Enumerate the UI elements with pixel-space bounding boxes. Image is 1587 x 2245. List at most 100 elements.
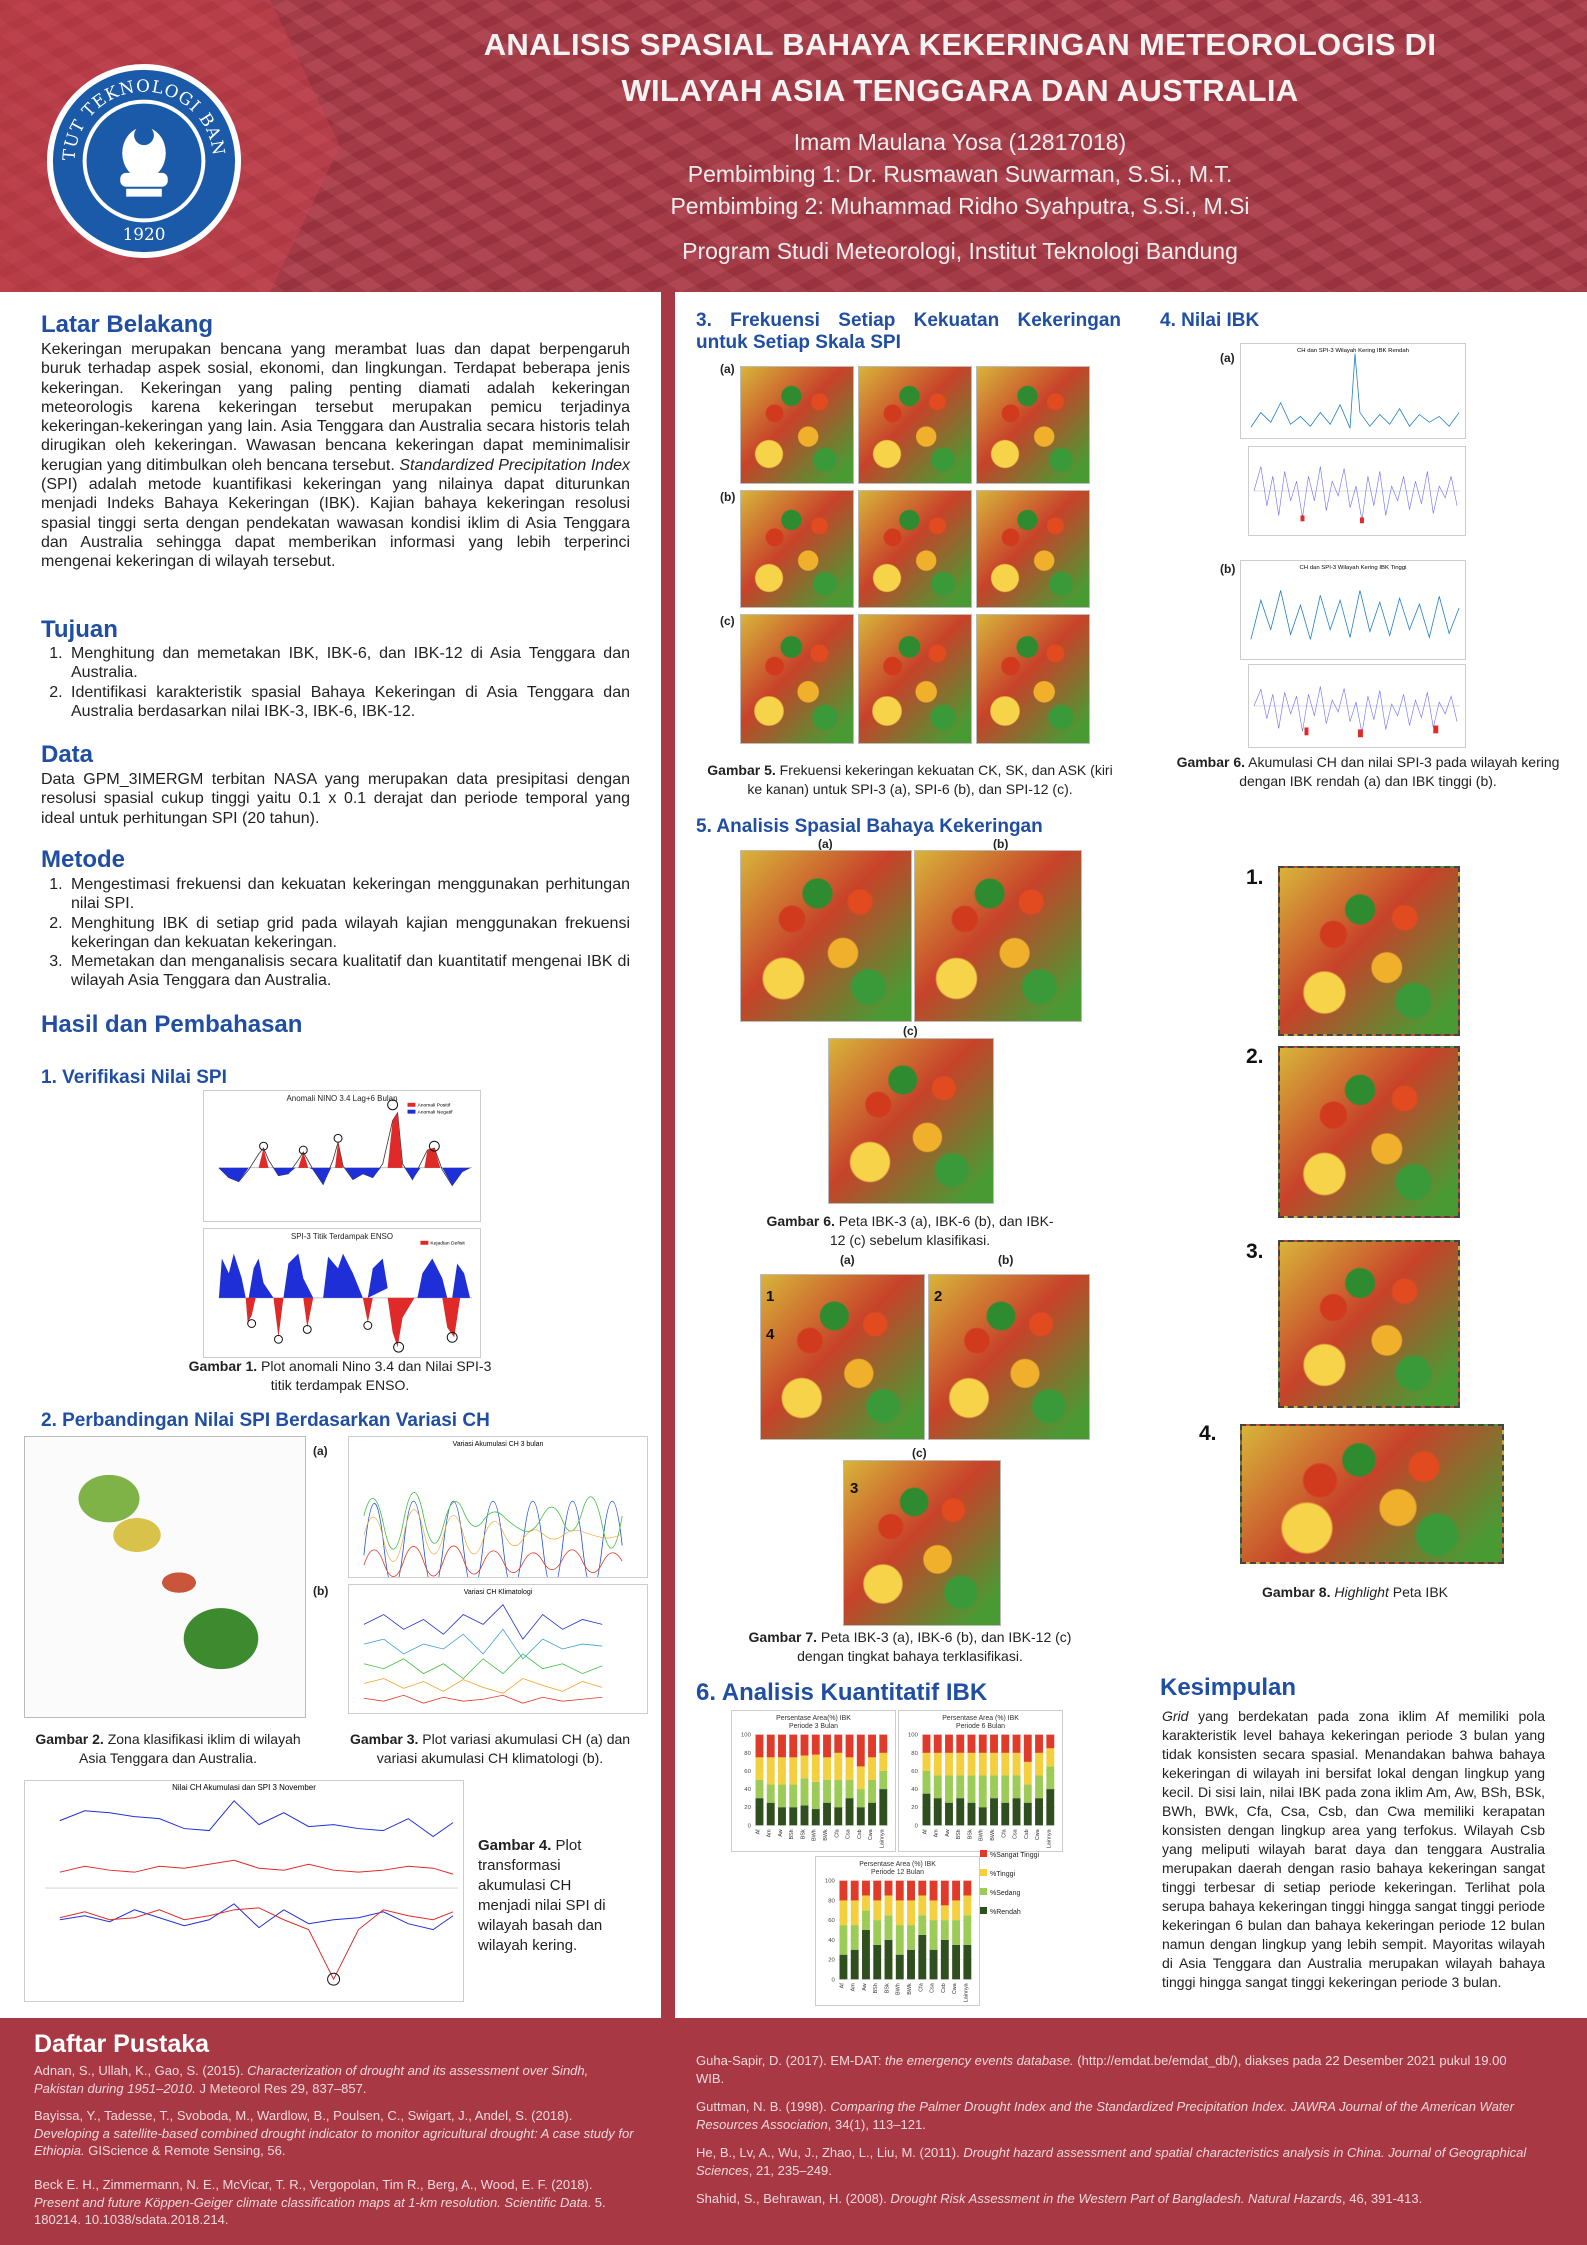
bar-segment	[907, 1949, 915, 1980]
bar-segment	[978, 1775, 987, 1808]
bar-segment	[1012, 1798, 1021, 1826]
reference-item: Guha-Sapir, D. (2017). EM-DAT: the emerg…	[696, 2053, 1507, 2086]
highlight-map-1	[1278, 866, 1460, 1036]
author-name: Imam Maulana Yosa (12817018)	[793, 129, 1127, 155]
bar-segment	[933, 1775, 942, 1799]
fig7-caption: Gambar 7. Peta IBK-3 (a), IBK-6 (b), dan…	[748, 1629, 1072, 1664]
x-tick-label: BWk	[990, 1829, 996, 1841]
x-tick-label: Am	[851, 1983, 857, 1992]
y-tick-label: 40	[828, 1938, 835, 1944]
references-footer: Daftar Pustaka Adnan, S., Ullah, K., Gao…	[0, 2018, 1587, 2245]
bar-segment	[811, 1734, 820, 1755]
fig5-map	[740, 366, 854, 484]
x-tick-label: Csb	[941, 1983, 947, 1993]
bar-segment	[811, 1781, 820, 1810]
bar-segment	[811, 1754, 820, 1782]
bar-segment	[1001, 1802, 1010, 1826]
bar-segment	[879, 1789, 888, 1826]
bar-segment	[940, 1920, 949, 1940]
x-tick-label: BSk	[801, 1829, 807, 1839]
chart-subtitle: Periode 12 Bulan	[871, 1869, 924, 1876]
bar-segment	[907, 1925, 915, 1950]
y-tick-label: 20	[828, 1958, 835, 1964]
x-tick-label: Lainnya	[879, 1829, 885, 1848]
x-tick-label: Aw	[945, 1829, 951, 1837]
x-tick-label: BWh	[812, 1829, 818, 1841]
svg-text:Anomali NINO 3.4 Lag+6 Bulan: Anomali NINO 3.4 Lag+6 Bulan	[287, 1094, 398, 1103]
bar-segment	[929, 1880, 938, 1901]
bar-segment	[839, 1880, 848, 1901]
x-tick-label: Aw	[862, 1983, 868, 1991]
bar-segment	[800, 1778, 809, 1806]
bar-segment	[1001, 1734, 1010, 1753]
bar-segment	[766, 1734, 775, 1758]
advisor-1: Pembimbing 1: Dr. Rusmawan Suwarman, S.S…	[687, 161, 1233, 187]
fig5-map	[858, 366, 972, 484]
svg-text:1920: 1920	[123, 224, 166, 244]
bar-segment	[1001, 1752, 1010, 1776]
y-tick-label: 20	[911, 1805, 918, 1811]
fig5-map	[740, 490, 854, 608]
x-tick-label: Csa	[930, 1983, 936, 1993]
x-tick-label: Am	[934, 1829, 940, 1838]
bar-segment	[868, 1780, 876, 1803]
reference-item: Guttman, N. B. (1998). Comparing the Pal…	[696, 2099, 1514, 2132]
fig5-map	[858, 490, 972, 608]
y-tick-label: 40	[744, 1787, 751, 1793]
section-6-title: 6. Analisis Kuantitatif IBK	[696, 1679, 988, 1706]
x-tick-label: Cfa	[834, 1829, 840, 1837]
bar-segment	[850, 1880, 859, 1901]
bar-segment	[862, 1895, 870, 1911]
y-tick-label: 100	[741, 1733, 752, 1739]
fig4-caption: Gambar 4. Plot transformasi akumulasi CH…	[478, 1837, 606, 1954]
fig3-caption: Gambar 3. Plot variasi akumulasi CH (a) …	[349, 1731, 631, 1766]
fig7-ibk6-map	[928, 1274, 1090, 1440]
bar-segment	[952, 1920, 961, 1945]
chart-title: Persentase Area(%) IBK	[776, 1715, 851, 1722]
bar-segment	[856, 1807, 865, 1826]
bar-segment	[850, 1900, 859, 1926]
bar-segment	[845, 1757, 854, 1781]
bar-segment	[823, 1780, 831, 1803]
metode-title: Metode	[41, 846, 125, 873]
bar-segment	[933, 1752, 942, 1776]
x-tick-label: BWh	[896, 1983, 902, 1995]
references-title: Daftar Pustaka	[34, 2030, 210, 2058]
y-tick-label: 100	[825, 1879, 836, 1885]
itb-logo: INSTITUT TEKNOLOGI BANDUNG 1920	[45, 62, 242, 259]
bar-segment	[990, 1798, 998, 1826]
svg-text:Nilai CH Akumulasi dan SPI 3 N: Nilai CH Akumulasi dan SPI 3 November	[172, 1783, 316, 1792]
x-tick-label: BWk	[907, 1983, 913, 1995]
chart-title: Persentase Area (%) IBK	[942, 1715, 1019, 1722]
svg-text:CH dan SPI-3 Wilayah Kering IB: CH dan SPI-3 Wilayah Kering IBK Rendah	[1297, 348, 1409, 354]
section-2-title: 2. Perbandingan Nilai SPI Berdasarkan Va…	[41, 1410, 490, 1431]
bar-segment	[1046, 1789, 1055, 1826]
svg-text:Anomali Negatif: Anomali Negatif	[417, 1110, 453, 1116]
fig6a-spi-plot	[1248, 446, 1466, 536]
fig2-climate-map	[24, 1436, 306, 1718]
y-tick-label: 80	[828, 1898, 835, 1904]
svg-text:CH dan SPI-3 Wilayah Kering IB: CH dan SPI-3 Wilayah Kering IBK Tinggi	[1300, 565, 1407, 571]
chart-subtitle: Periode 6 Bulan	[956, 1723, 1005, 1730]
chart-subtitle: Periode 3 Bulan	[789, 1723, 838, 1730]
highlight-map-2	[1278, 1046, 1460, 1218]
fig5-map	[976, 490, 1090, 608]
bar-segment	[766, 1802, 775, 1826]
fig4-plot: Nilai CH Akumulasi dan SPI 3 November	[24, 1780, 464, 2002]
fig5-caption: Gambar 5. Frekuensi kekeringan kekuatan …	[707, 762, 1113, 797]
bar-segment	[907, 1900, 915, 1926]
bar-segment	[978, 1752, 987, 1776]
x-tick-label: Cwa	[868, 1829, 874, 1840]
bar-segment	[839, 1925, 848, 1955]
bar-segment	[862, 1880, 870, 1896]
bar-segment	[952, 1944, 961, 1980]
bar-segment	[956, 1734, 965, 1753]
author-block: Imam Maulana Yosa (12817018) Pembimbing …	[380, 126, 1540, 222]
bar-segment	[823, 1757, 831, 1781]
bar-segment	[800, 1805, 809, 1826]
x-tick-label: BSh	[956, 1829, 962, 1839]
bar-segment	[755, 1798, 764, 1826]
bar-segment	[845, 1734, 854, 1758]
x-tick-label: Csb	[1024, 1829, 1030, 1839]
section-4-title: 4. Nilai IBK	[1160, 310, 1260, 331]
